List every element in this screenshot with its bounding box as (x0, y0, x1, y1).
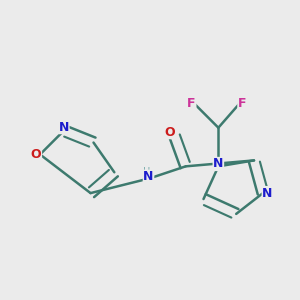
Text: N: N (143, 170, 154, 183)
Text: H: H (143, 167, 151, 177)
Text: F: F (238, 98, 246, 110)
Text: N: N (58, 121, 69, 134)
Text: N: N (262, 187, 273, 200)
Text: F: F (188, 98, 196, 110)
Text: N: N (213, 158, 224, 170)
Text: O: O (164, 126, 175, 139)
Text: O: O (31, 148, 41, 161)
